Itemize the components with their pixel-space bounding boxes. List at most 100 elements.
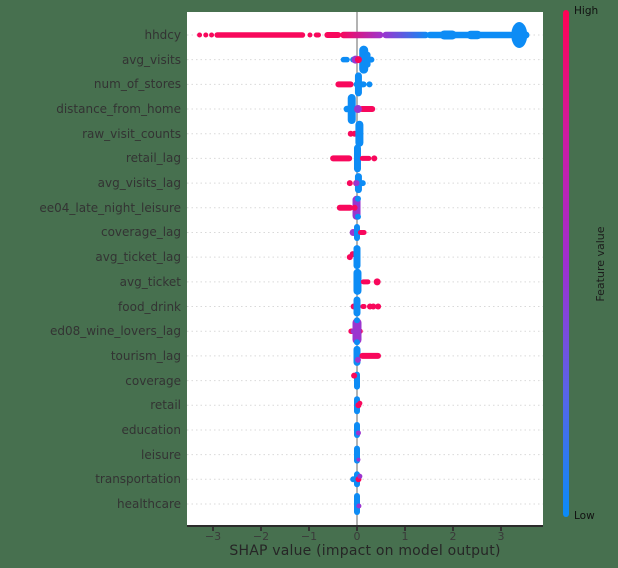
shap-points-band-avg_visits: [340, 56, 350, 63]
y-axis-label-hhdcy: hhdcy: [144, 28, 181, 42]
shap-points-cluster-ed08_wine_lovers_lag: [352, 318, 362, 345]
shap-points-cluster-distance_from_home: [347, 94, 356, 125]
shap-points-band-distance_from_home: [358, 106, 376, 113]
x-tick-label-0: 0: [353, 530, 361, 543]
shap-point-food_drink: [375, 303, 382, 310]
y-axis-label-coverage_lag: coverage_lag: [100, 225, 181, 240]
shap-point-education: [355, 430, 361, 436]
shap-point-hhdcy: [522, 31, 530, 39]
y-axis-label-retail_lag: retail_lag: [125, 151, 181, 166]
x-tick-mark: [308, 527, 310, 531]
shap-point-tourism_lag: [354, 356, 361, 363]
x-tick-mark: [212, 527, 214, 531]
y-axis-label-raw_visit_counts: raw_visit_counts: [82, 126, 181, 141]
y-axis-label-tourism_lag: tourism_lag: [110, 348, 181, 363]
shap-point-hhdcy: [197, 32, 203, 38]
x-tick-label-−2: −2: [252, 530, 270, 543]
shap-points-band-hhdcy: [324, 32, 342, 38]
shap-points-cluster-avg_ticket_lag: [353, 245, 361, 270]
shap-points-cluster-coverage_lag: [354, 223, 360, 241]
shap-points-band-avg_ticket: [360, 279, 371, 285]
shap-points-cluster-healthcare: [354, 492, 360, 515]
shap-point-coverage: [351, 372, 358, 379]
y-axis-label-healthcare: healthcare: [117, 496, 181, 511]
shap-points-band-ee04_late_night_leisure: [336, 204, 354, 211]
shap-points-cluster-retail_lag: [353, 144, 361, 173]
shap-point-leisure: [356, 457, 361, 462]
y-axis-label-coverage: coverage: [125, 373, 181, 388]
y-axis-label-avg_visits: avg_visits: [121, 52, 181, 67]
shap-point-retail_lag: [371, 155, 378, 162]
shap-points-cluster-education: [354, 421, 360, 438]
x-tick-mark: [356, 527, 358, 531]
x-tick-mark: [500, 527, 502, 531]
shap-point-retail: [357, 400, 363, 406]
shap-point-food_drink: [370, 303, 377, 310]
y-axis-label-avg_ticket: avg_ticket: [119, 274, 181, 289]
x-axis-title: SHAP value (impact on model output): [229, 543, 501, 559]
y-axis-label-avg_ticket_lag: avg_ticket_lag: [95, 250, 181, 265]
x-tick-mark: [452, 527, 454, 531]
shap-point-avg_visits_lag: [359, 180, 366, 187]
shap-point-ed08_wine_lovers_lag: [350, 328, 357, 335]
shap-points-cluster-avg_visits: [364, 51, 371, 68]
shap-point-ee04_late_night_leisure: [354, 213, 361, 220]
shap-points-band-hhdcy: [382, 31, 429, 39]
shap-points-band-hhdcy: [214, 32, 306, 38]
shap-point-ed08_wine_lovers_lag: [354, 317, 360, 324]
shap-point-avg_visits_lag: [353, 180, 360, 187]
shap-point-avg_visits_lag: [346, 180, 353, 187]
colorbar-gradient: [563, 10, 569, 517]
y-axis-label-ed08_wine_lovers_lag: ed08_wine_lovers_lag: [49, 324, 181, 339]
x-tick-label-−1: −1: [300, 530, 318, 543]
shap-point-hhdcy: [307, 32, 313, 38]
shap-points-band-hhdcy: [439, 30, 457, 40]
shap-point-avg_visits: [354, 56, 362, 64]
y-axis-label-retail: retail: [150, 398, 181, 413]
shap-points-band-hhdcy: [466, 30, 482, 40]
shap-points-band-food_drink: [360, 304, 367, 310]
shap-points-band-num_of_stores: [335, 81, 354, 88]
x-tick-label-2: 2: [449, 530, 457, 543]
shap-point-hhdcy: [209, 32, 215, 38]
y-axis-label-food_drink: food_drink: [118, 299, 181, 314]
shap-points-band-hhdcy: [313, 32, 321, 38]
shap-point-healthcare: [356, 503, 362, 509]
shap-points-band-tourism_lag: [359, 352, 381, 359]
y-axis-label-leisure: leisure: [141, 447, 181, 462]
beeswarm-canvas: [187, 12, 543, 525]
shap-point-avg_visits: [368, 56, 375, 63]
shap-points-cluster-food_drink: [353, 296, 361, 317]
shap-points-band-retail_lag: [359, 155, 372, 161]
shap-point-hhdcy: [203, 32, 209, 38]
y-axis-label-ee04_late_night_leisure: ee04_late_night_leisure: [39, 200, 181, 215]
x-tick-label-3: 3: [497, 530, 505, 543]
y-axis-label-education: education: [121, 422, 181, 437]
shap-points-blob-hhdcy: [511, 22, 528, 48]
x-tick-mark: [404, 527, 406, 531]
colorbar-title: Feature value: [594, 226, 607, 302]
y-axis-label-avg_visits_lag: avg_visits_lag: [97, 176, 181, 191]
x-tick-label-−3: −3: [204, 530, 222, 543]
shap-points-cluster-num_of_stores: [354, 72, 362, 97]
shap-points-band-hhdcy: [340, 31, 384, 39]
y-axis-label-distance_from_home: distance_from_home: [56, 102, 181, 117]
shap-points-band-coverage_lag: [357, 229, 367, 235]
shap-point-num_of_stores: [366, 81, 373, 88]
shap-points-band-raw_visit_counts: [357, 131, 363, 137]
shap-point-distance_from_home: [353, 105, 362, 114]
y-axis-label-transportation: transportation: [95, 472, 181, 487]
shap-point-avg_ticket: [373, 278, 381, 286]
colorbar-high-label: High: [574, 5, 599, 17]
x-tick-label-1: 1: [401, 530, 409, 543]
y-axis-label-num_of_stores: num_of_stores: [93, 77, 181, 92]
shap-points-band-retail_lag: [330, 155, 353, 162]
shap-point-transportation: [357, 473, 363, 479]
x-tick-mark: [260, 527, 262, 531]
colorbar-low-label: Low: [574, 510, 595, 522]
shap-point-ee04_late_night_leisure: [354, 195, 361, 202]
shap-point-ee04_late_night_leisure: [351, 204, 358, 211]
shap-point-ed08_wine_lovers_lag: [354, 339, 360, 346]
plot-area: [187, 12, 543, 527]
